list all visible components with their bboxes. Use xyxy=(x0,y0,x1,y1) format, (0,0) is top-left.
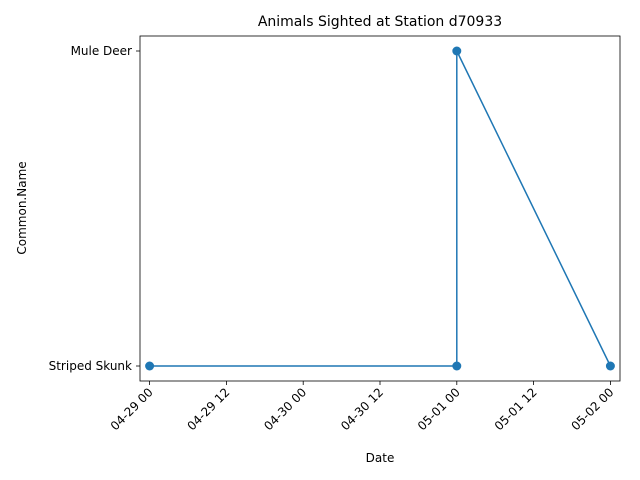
x-tick-label: 05-01 00 xyxy=(415,385,463,433)
data-point xyxy=(452,46,462,56)
chart-title: Animals Sighted at Station d70933 xyxy=(258,14,502,30)
series-layer xyxy=(145,46,615,371)
x-tick-label: 04-30 00 xyxy=(261,385,309,433)
x-tick-label: 04-29 00 xyxy=(108,385,156,433)
series-line xyxy=(149,50,612,367)
y-axis-label: Common.Name xyxy=(15,161,29,254)
data-point xyxy=(452,361,462,371)
x-tick-label: 04-29 12 xyxy=(184,385,232,433)
x-tick-label: 04-30 12 xyxy=(338,385,386,433)
y-tick-label: Mule Deer xyxy=(71,44,132,58)
x-axis-label: Date xyxy=(366,451,395,465)
plot-area xyxy=(139,35,621,382)
x-tick-label: 05-02 00 xyxy=(568,385,616,433)
x-axis: 04-29 00 04-29 12 04-30 00 04-30 12 05-01 00… xyxy=(108,381,617,433)
plot-frame xyxy=(139,35,621,382)
data-point xyxy=(605,361,615,371)
y-tick-label: Striped Skunk xyxy=(49,359,132,373)
data-point xyxy=(145,361,155,371)
y-axis: Striped Skunk Mule Deer xyxy=(49,44,140,373)
x-tick-label: 05-01 12 xyxy=(492,385,540,433)
